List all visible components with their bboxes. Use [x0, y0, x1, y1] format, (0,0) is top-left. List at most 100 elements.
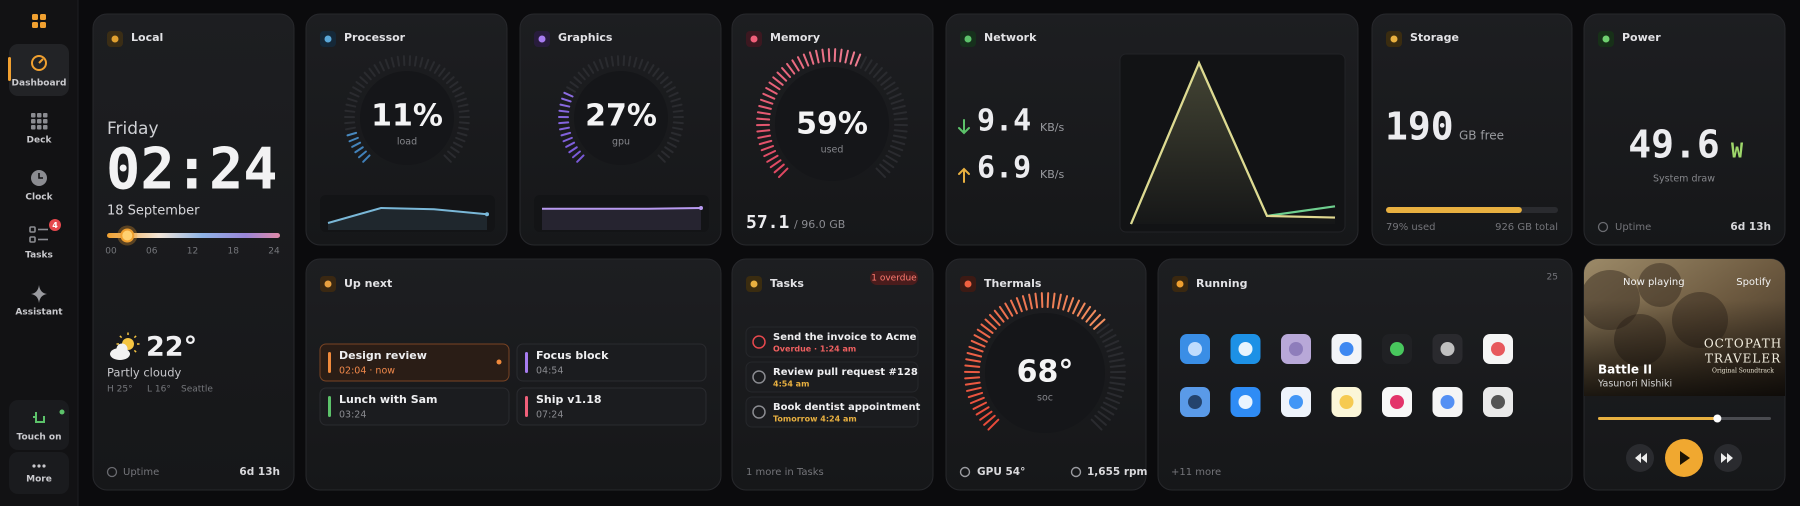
gauge-tick-on: [756, 111, 771, 116]
card-icon-glyph: [1176, 280, 1184, 288]
cards-layer: [92, 13, 1786, 491]
more-button[interactable]: [9, 452, 69, 494]
memory-used: 57.1: [746, 212, 789, 233]
card-title: Processor: [344, 31, 406, 44]
progress-knob[interactable]: [1713, 414, 1722, 423]
event-card[interactable]: [319, 387, 510, 426]
upload-rate: 6.9: [977, 151, 1031, 186]
gauge-tick: [868, 62, 878, 75]
gauge-tick-on: [765, 87, 778, 95]
gauge-tick-on: [1089, 313, 1102, 327]
event-now-dot: [496, 359, 502, 365]
card: [1371, 13, 1573, 246]
task-checkbox[interactable]: [752, 335, 766, 349]
album-art-shade: [1584, 259, 1785, 396]
event-time: 03:24: [339, 410, 366, 421]
gauge-tick: [880, 76, 892, 86]
weekday: Friday: [107, 119, 159, 139]
card-title: Thermals: [984, 277, 1042, 290]
app-icon-glyph: [1289, 342, 1303, 356]
gauge-tick: [875, 167, 887, 179]
gauge-tick-on: [1067, 297, 1075, 313]
gauge-track: [859, 56, 908, 179]
gauge-tick: [458, 109, 470, 113]
gauge-tick-on: [984, 318, 997, 330]
event-card[interactable]: [319, 343, 510, 382]
gauge-tick: [672, 109, 684, 113]
background-layer: [0, 0, 79, 506]
card-title: Memory: [770, 31, 820, 44]
timeline-now: [120, 228, 135, 243]
gauge-tick: [384, 58, 390, 70]
gauge-tick: [1102, 334, 1117, 343]
task-row[interactable]: [745, 326, 919, 358]
gauge-tick: [413, 55, 418, 67]
art-text: OCTOPATH: [1704, 337, 1782, 351]
nav-label: Dashboard: [12, 79, 67, 89]
logo: [40, 22, 46, 28]
sparkline-end: [485, 212, 489, 217]
gauge-tick: [656, 71, 665, 81]
sparkline: [327, 206, 488, 224]
gauge-tick-on: [362, 154, 371, 163]
gauge-tick-on: [1081, 305, 1092, 320]
task-row[interactable]: [745, 361, 919, 393]
nav-indicator: [8, 57, 11, 81]
gauge-tick: [670, 131, 682, 137]
card-title: Network: [984, 31, 1037, 44]
nav-icon: [37, 113, 42, 118]
gauge-tick-on: [565, 141, 576, 148]
gauge-tick: [886, 87, 899, 95]
gauge-tick-on: [756, 129, 771, 133]
gauge-tick: [672, 121, 684, 125]
card-icon-glyph: [964, 280, 972, 288]
gauge-tick: [349, 91, 360, 98]
event-card[interactable]: [516, 387, 707, 426]
gauge-tick: [879, 163, 891, 174]
memory-total: / 96.0 GB: [794, 218, 845, 231]
gauge-tick-on: [976, 328, 991, 339]
gauge-caption: soc: [1037, 393, 1053, 404]
gauge-tick: [592, 61, 599, 72]
gauge-caption: used: [821, 145, 844, 156]
gauge-tick: [1090, 418, 1103, 431]
gauge-tick: [373, 64, 381, 74]
app-icon-glyph: [1390, 342, 1404, 356]
task-title: Send the invoice to Acme: [773, 332, 917, 343]
gauge-tick: [344, 109, 356, 113]
gauge-tick-on: [559, 103, 571, 108]
track-title: Battle II: [1598, 363, 1652, 377]
gauge-tick: [669, 136, 680, 143]
task-checkbox[interactable]: [752, 405, 766, 419]
gauge-tick: [368, 67, 376, 77]
gauge-tick-on: [1085, 309, 1097, 323]
art-text: Original Soundtrack: [1712, 368, 1774, 375]
uptime-value: 6d 13h: [239, 466, 280, 478]
task-checkbox[interactable]: [752, 370, 766, 384]
gauge-tick: [347, 97, 358, 103]
event-title: Ship v1.18: [536, 393, 602, 406]
event-card[interactable]: [516, 343, 707, 382]
touch-toggle[interactable]: [9, 400, 69, 450]
gauge-value: 27%: [585, 99, 657, 134]
gauge-tick: [458, 121, 470, 125]
card-icon-glyph: [324, 280, 332, 288]
gauge-tick-on: [964, 364, 981, 368]
task-row[interactable]: [745, 396, 919, 428]
event-color: [328, 396, 331, 417]
gauge-tick: [672, 126, 683, 131]
card-title: Now playing: [1623, 277, 1685, 288]
next-icon: [1721, 453, 1733, 463]
network-line-up: [1129, 60, 1336, 225]
nav-icon: [43, 113, 48, 118]
gauge-tick: [643, 61, 650, 72]
gauge-tick: [876, 71, 888, 82]
gauge-tick-on: [967, 391, 984, 399]
gauge-tick-on: [773, 163, 785, 174]
uptime-icon: [106, 466, 118, 478]
sparkline: [542, 207, 702, 210]
gauge-tick: [445, 76, 455, 85]
gauge-tick-on: [821, 48, 825, 63]
nav-icon: [29, 236, 36, 243]
toggle-label: Touch on: [17, 433, 62, 443]
